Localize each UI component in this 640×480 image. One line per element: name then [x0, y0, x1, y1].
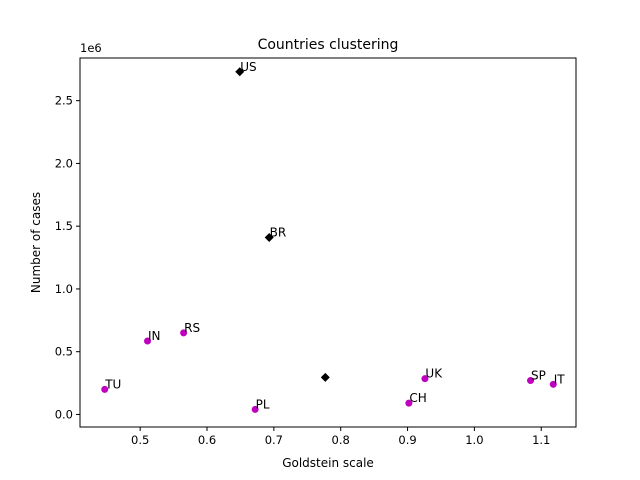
y-tick-label: 0.0	[55, 407, 73, 421]
data-point	[180, 329, 188, 337]
point-label: UK	[425, 367, 443, 381]
y-tick-label: 2.5	[55, 94, 73, 108]
data-point	[527, 377, 535, 385]
x-tick-label: 0.7	[265, 433, 283, 447]
x-axis: 0.5 0.6 0.7 0.8 0.9 1.0 1.1	[131, 427, 550, 447]
point-label: IN	[148, 329, 161, 343]
data-point	[421, 375, 429, 383]
data-point	[405, 399, 413, 407]
data-point	[144, 337, 152, 345]
data-point	[549, 380, 557, 388]
x-tick-label: 0.5	[131, 433, 149, 447]
data-point-diamond	[264, 232, 274, 242]
point-label: IT	[554, 372, 566, 386]
point-label: PL	[256, 397, 270, 411]
data-point	[101, 385, 109, 393]
point-label: RS	[184, 321, 200, 335]
data-point-diamond	[235, 67, 245, 77]
chart-title: Countries clustering	[258, 37, 399, 53]
x-tick-label: 0.8	[332, 433, 350, 447]
data-point-diamond	[320, 372, 330, 382]
plot-frame	[79, 57, 577, 428]
y-axis: 0.0 0.5 1.0 1.5 2.0 2.5	[55, 94, 80, 421]
y-tick-label: 0.5	[55, 345, 73, 359]
point-label: TU	[104, 377, 121, 391]
y-tick-label: 1.5	[55, 219, 73, 233]
x-tick-label: 0.6	[198, 433, 216, 447]
x-tick-label: 0.9	[398, 433, 416, 447]
point-label: US	[240, 60, 256, 74]
data-point	[251, 405, 259, 413]
x-tick-label: 1.0	[465, 433, 483, 447]
y-axis-label: Number of cases	[29, 192, 43, 293]
point-label: SP	[531, 369, 546, 383]
y-tick-label: 1.0	[55, 282, 73, 296]
x-tick-label: 1.1	[532, 433, 550, 447]
point-label: CH	[409, 391, 426, 405]
plot-marks: TU IN RS PL CH UK SP IT US BR	[101, 60, 565, 413]
point-label: BR	[270, 225, 287, 239]
y-offset-label: 1e6	[80, 41, 102, 55]
x-axis-label: Goldstein scale	[282, 456, 374, 470]
y-tick-label: 2.0	[55, 156, 73, 170]
